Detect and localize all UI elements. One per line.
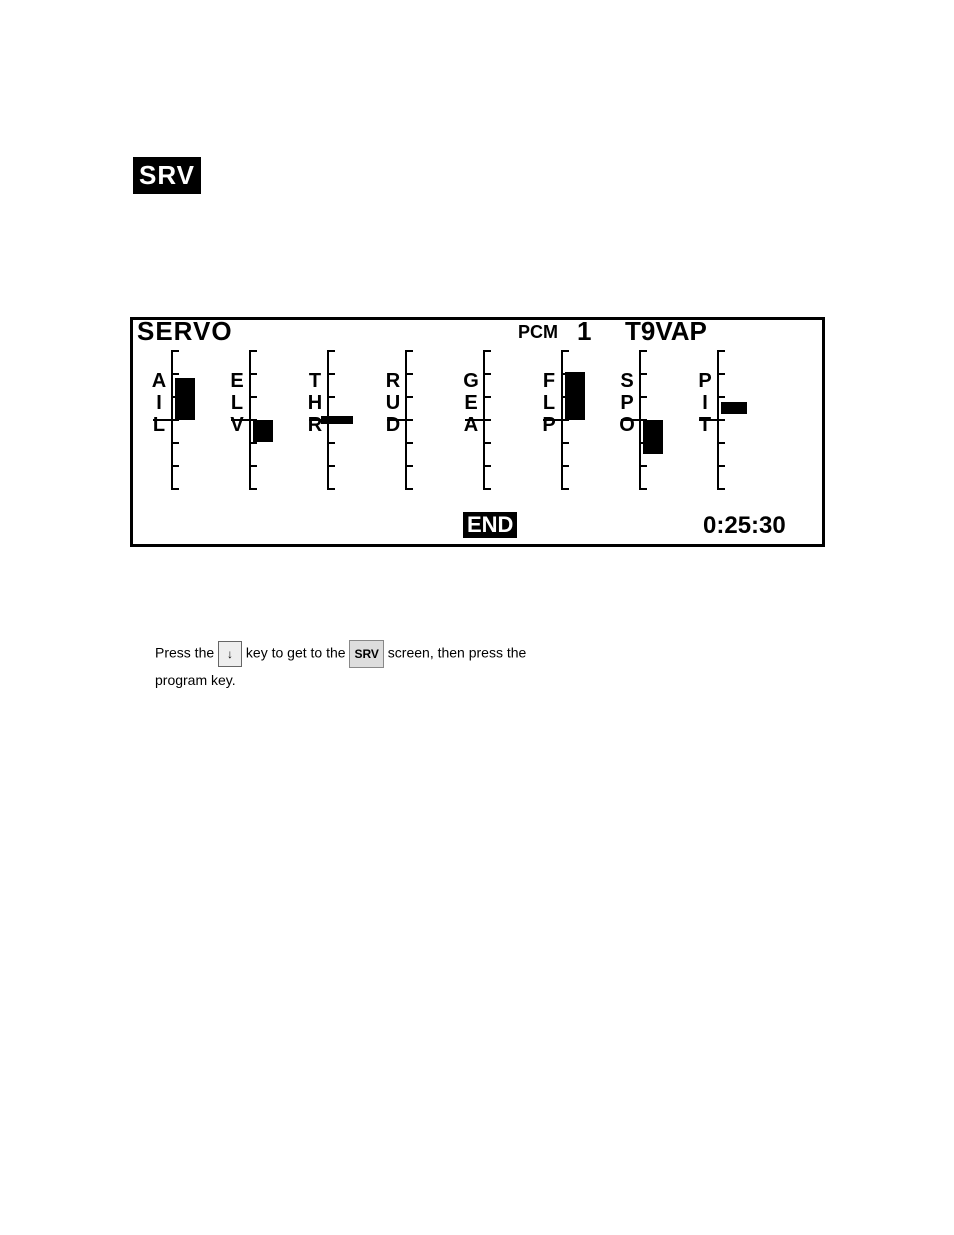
axis-tick: [327, 396, 335, 398]
channel-pit: PIT: [717, 350, 773, 490]
instruction-text: screen, then press the: [388, 645, 527, 661]
channel-spo: SPO: [639, 350, 695, 490]
srv-key-icon: SRV: [349, 640, 383, 668]
midline-dash: [699, 419, 717, 421]
end-label: END: [463, 512, 517, 538]
axis-tick: [405, 419, 413, 421]
servo-bar: [643, 420, 663, 454]
axis-tick: [405, 465, 413, 467]
channel-label: RUD: [383, 370, 403, 436]
midline-dash: [387, 419, 405, 421]
axis-tick: [171, 442, 179, 444]
axis-tick: [249, 396, 257, 398]
servo-bar: [175, 378, 195, 420]
channel-ail: AIL: [171, 350, 227, 490]
channel-label: FLP: [539, 370, 559, 436]
instruction-text: program key.: [155, 672, 236, 688]
midline-dash: [543, 419, 561, 421]
axis-tick: [327, 465, 335, 467]
axis-tick: [639, 465, 647, 467]
axis-tick: [249, 465, 257, 467]
axis-tick: [405, 396, 413, 398]
axis-tick: [717, 442, 725, 444]
axis-tick: [717, 396, 725, 398]
channel-label: PIT: [695, 370, 715, 436]
channel-label: ELV: [227, 370, 247, 436]
lcd-screen: SERVO PCM 1 T9VAP AILELVTHRRUDGEAFLPSPOP…: [130, 317, 825, 547]
channel-thr: THR: [327, 350, 383, 490]
midline-dash: [465, 419, 483, 421]
servo-bar: [565, 372, 585, 420]
axis-tick: [483, 488, 491, 490]
lcd-model-number: 1: [577, 316, 591, 347]
axis-tick: [639, 373, 647, 375]
axis-tick: [327, 488, 335, 490]
axis-tick: [483, 465, 491, 467]
midline-dash: [153, 419, 171, 421]
instructions: Press the ↓ key to get to the SRV screen…: [155, 640, 526, 692]
channel-label: GEA: [461, 370, 481, 436]
channel-gea: GEA: [483, 350, 539, 490]
axis-tick: [249, 350, 257, 352]
srv-badge: SRV: [133, 157, 201, 194]
channel-label: THR: [305, 370, 325, 436]
axis-tick: [639, 350, 647, 352]
axis-tick: [327, 350, 335, 352]
lcd-mode: PCM: [518, 322, 558, 343]
axis-tick: [717, 373, 725, 375]
axis-tick: [327, 373, 335, 375]
axis-tick: [249, 373, 257, 375]
down-arrow-key: ↓: [218, 641, 242, 667]
axis-tick: [171, 465, 179, 467]
axis-tick: [483, 442, 491, 444]
servo-bar-chart: AILELVTHRRUDGEAFLPSPOPIT: [171, 350, 795, 490]
lcd-title: SERVO: [137, 316, 233, 347]
axis-tick: [249, 488, 257, 490]
axis-tick: [483, 419, 491, 421]
midline-dash: [231, 419, 249, 421]
axis-tick: [561, 442, 569, 444]
axis-tick: [561, 465, 569, 467]
channel-elv: ELV: [249, 350, 305, 490]
axis-tick: [405, 373, 413, 375]
channel-label: SPO: [617, 370, 637, 436]
axis-tick: [561, 488, 569, 490]
channel-rud: RUD: [405, 350, 461, 490]
axis-tick: [405, 488, 413, 490]
axis-tick: [171, 350, 179, 352]
servo-bar: [253, 420, 273, 442]
instruction-text: Press the: [155, 645, 218, 661]
axis-tick: [327, 442, 335, 444]
midline-dash: [621, 419, 639, 421]
timer: 0:25:30: [703, 512, 786, 540]
axis-tick: [717, 488, 725, 490]
axis-tick: [405, 442, 413, 444]
servo-bar: [321, 416, 353, 424]
axis-tick: [483, 373, 491, 375]
axis-tick: [717, 350, 725, 352]
axis-tick: [171, 373, 179, 375]
axis-tick: [639, 488, 647, 490]
axis-tick: [561, 350, 569, 352]
axis-tick: [483, 350, 491, 352]
axis-tick: [639, 396, 647, 398]
axis-tick: [717, 465, 725, 467]
axis-tick: [483, 396, 491, 398]
channel-flp: FLP: [561, 350, 617, 490]
axis-tick: [717, 419, 725, 421]
channel-label: AIL: [149, 370, 169, 436]
instruction-text: key to get to the: [246, 645, 350, 661]
axis-tick: [171, 488, 179, 490]
axis-tick: [405, 350, 413, 352]
lcd-model-name: T9VAP: [625, 316, 707, 347]
servo-bar: [721, 402, 747, 414]
